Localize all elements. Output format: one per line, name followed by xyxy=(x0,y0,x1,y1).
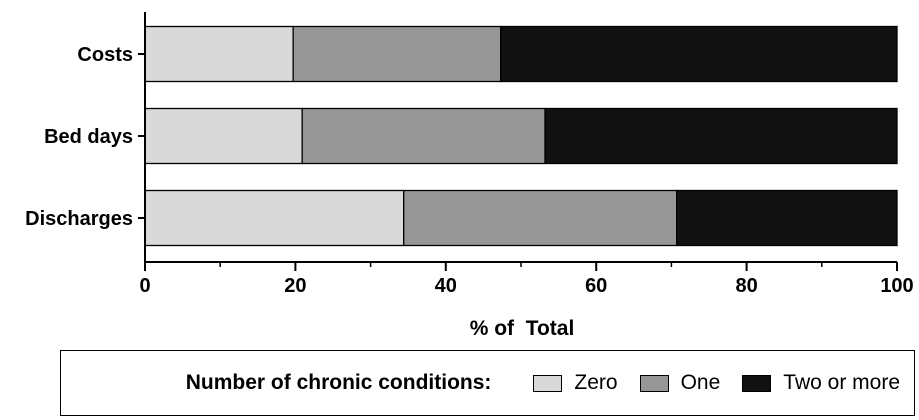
bar-bed-days-two-or-more xyxy=(544,107,898,165)
legend-swatch-two-or-more xyxy=(742,374,772,392)
bar-bed-days-zero xyxy=(144,107,303,165)
legend-item-one: One xyxy=(639,371,721,395)
bar-discharges-two-or-more xyxy=(676,189,898,247)
x-tick-label: 0 xyxy=(139,275,150,297)
bars xyxy=(144,25,898,247)
legend-label-one: One xyxy=(680,371,721,394)
legend-label-zero: Zero xyxy=(574,371,618,394)
x-axis-title: % of Total xyxy=(470,317,575,340)
y-tick-label: Bed days xyxy=(44,126,133,148)
bar-costs-two-or-more xyxy=(500,25,898,83)
x-axis: 0 20 40 60 80 100 xyxy=(139,261,914,297)
y-axis: Costs Bed days Discharges xyxy=(25,12,146,262)
legend-item-two-or-more: Two or more xyxy=(742,371,900,395)
legend-item-zero: Zero xyxy=(533,371,618,395)
legend: Number of chronic conditions: Zero One T… xyxy=(60,350,915,416)
legend-swatch-zero xyxy=(533,374,563,392)
x-tick-label: 20 xyxy=(284,275,306,297)
x-tick-label: 60 xyxy=(585,275,607,297)
bar-costs-one xyxy=(292,25,502,83)
y-tick-label: Costs xyxy=(77,44,133,66)
chart: Costs Bed days Discharges 0 20 40 60 80 100 % o… xyxy=(25,12,914,340)
x-tick-label: 40 xyxy=(435,275,457,297)
bar-discharges-zero xyxy=(144,189,405,247)
bar-costs-zero xyxy=(144,25,294,83)
legend-swatch-one xyxy=(639,374,669,392)
bar-discharges-one xyxy=(403,189,678,247)
x-tick-label: 100 xyxy=(880,275,913,297)
bar-bed-days-one xyxy=(301,107,546,165)
legend-title: Number of chronic conditions: xyxy=(185,371,492,394)
x-tick-label: 80 xyxy=(735,275,757,297)
legend-label-two-or-more: Two or more xyxy=(783,371,900,394)
y-tick-label: Discharges xyxy=(25,208,133,230)
